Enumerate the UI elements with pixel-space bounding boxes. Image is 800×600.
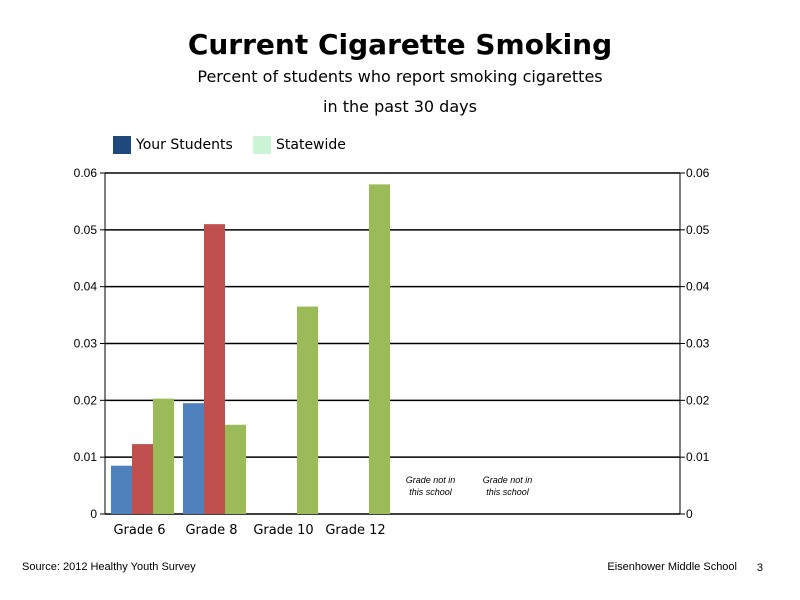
y-tick-label-right: 0.05: [686, 223, 710, 237]
bar: [153, 398, 174, 514]
x-tick-label: Grade 10: [253, 523, 313, 538]
y-tick-label-left: 0.06: [74, 166, 98, 180]
y-tick-label-right: 0.01: [686, 450, 710, 464]
x-tick-label: Grade 12: [325, 523, 385, 538]
annotation-line-2: this school: [409, 487, 453, 497]
chart-subtitle-line-1: Percent of students who report smoking c…: [197, 67, 603, 86]
y-tick-label-right: 0: [686, 507, 693, 521]
bar: [183, 403, 204, 514]
chart-title: Current Cigarette Smoking: [187, 28, 613, 61]
y-tick-label-left: 0.05: [74, 223, 98, 237]
legend-label-statewide: Statewide: [276, 137, 346, 153]
annotation-line-1: Grade not in: [406, 475, 456, 485]
y-tick-label-right: 0.02: [686, 393, 710, 407]
y-tick-label-left: 0.04: [74, 280, 98, 294]
y-tick-label-left: 0.02: [74, 393, 98, 407]
bar: [111, 465, 132, 514]
bar: [204, 224, 225, 514]
bar: [297, 306, 318, 514]
legend-swatch-statewide: [253, 136, 271, 154]
annotation-line-2: this school: [486, 487, 530, 497]
page-number: 3: [756, 562, 763, 574]
bar: [369, 184, 390, 514]
x-tick-label: Grade 6: [113, 523, 165, 538]
legend-item-your-students: Your Students: [113, 136, 233, 154]
bar: [225, 424, 246, 514]
x-tick-label: Grade 8: [185, 523, 237, 538]
y-tick-label-left: 0: [90, 507, 97, 521]
annotation-line-1: Grade not in: [483, 475, 533, 485]
y-tick-label-right: 0.03: [686, 337, 710, 351]
y-tick-label-right: 0.04: [686, 280, 710, 294]
chart-subtitle-line-2: in the past 30 days: [323, 97, 477, 116]
bar: [132, 444, 153, 514]
y-tick-label-right: 0.06: [686, 166, 710, 180]
legend-item-statewide: Statewide: [253, 136, 346, 154]
y-tick-label-left: 0.01: [74, 450, 98, 464]
legend-swatch-your-students: [113, 136, 131, 154]
school-name: Eisenhower Middle School: [607, 561, 737, 573]
legend-label-your-students: Your Students: [136, 137, 233, 153]
source-note: Source: 2012 Healthy Youth Survey: [22, 561, 196, 573]
y-tick-label-left: 0.03: [74, 337, 98, 351]
